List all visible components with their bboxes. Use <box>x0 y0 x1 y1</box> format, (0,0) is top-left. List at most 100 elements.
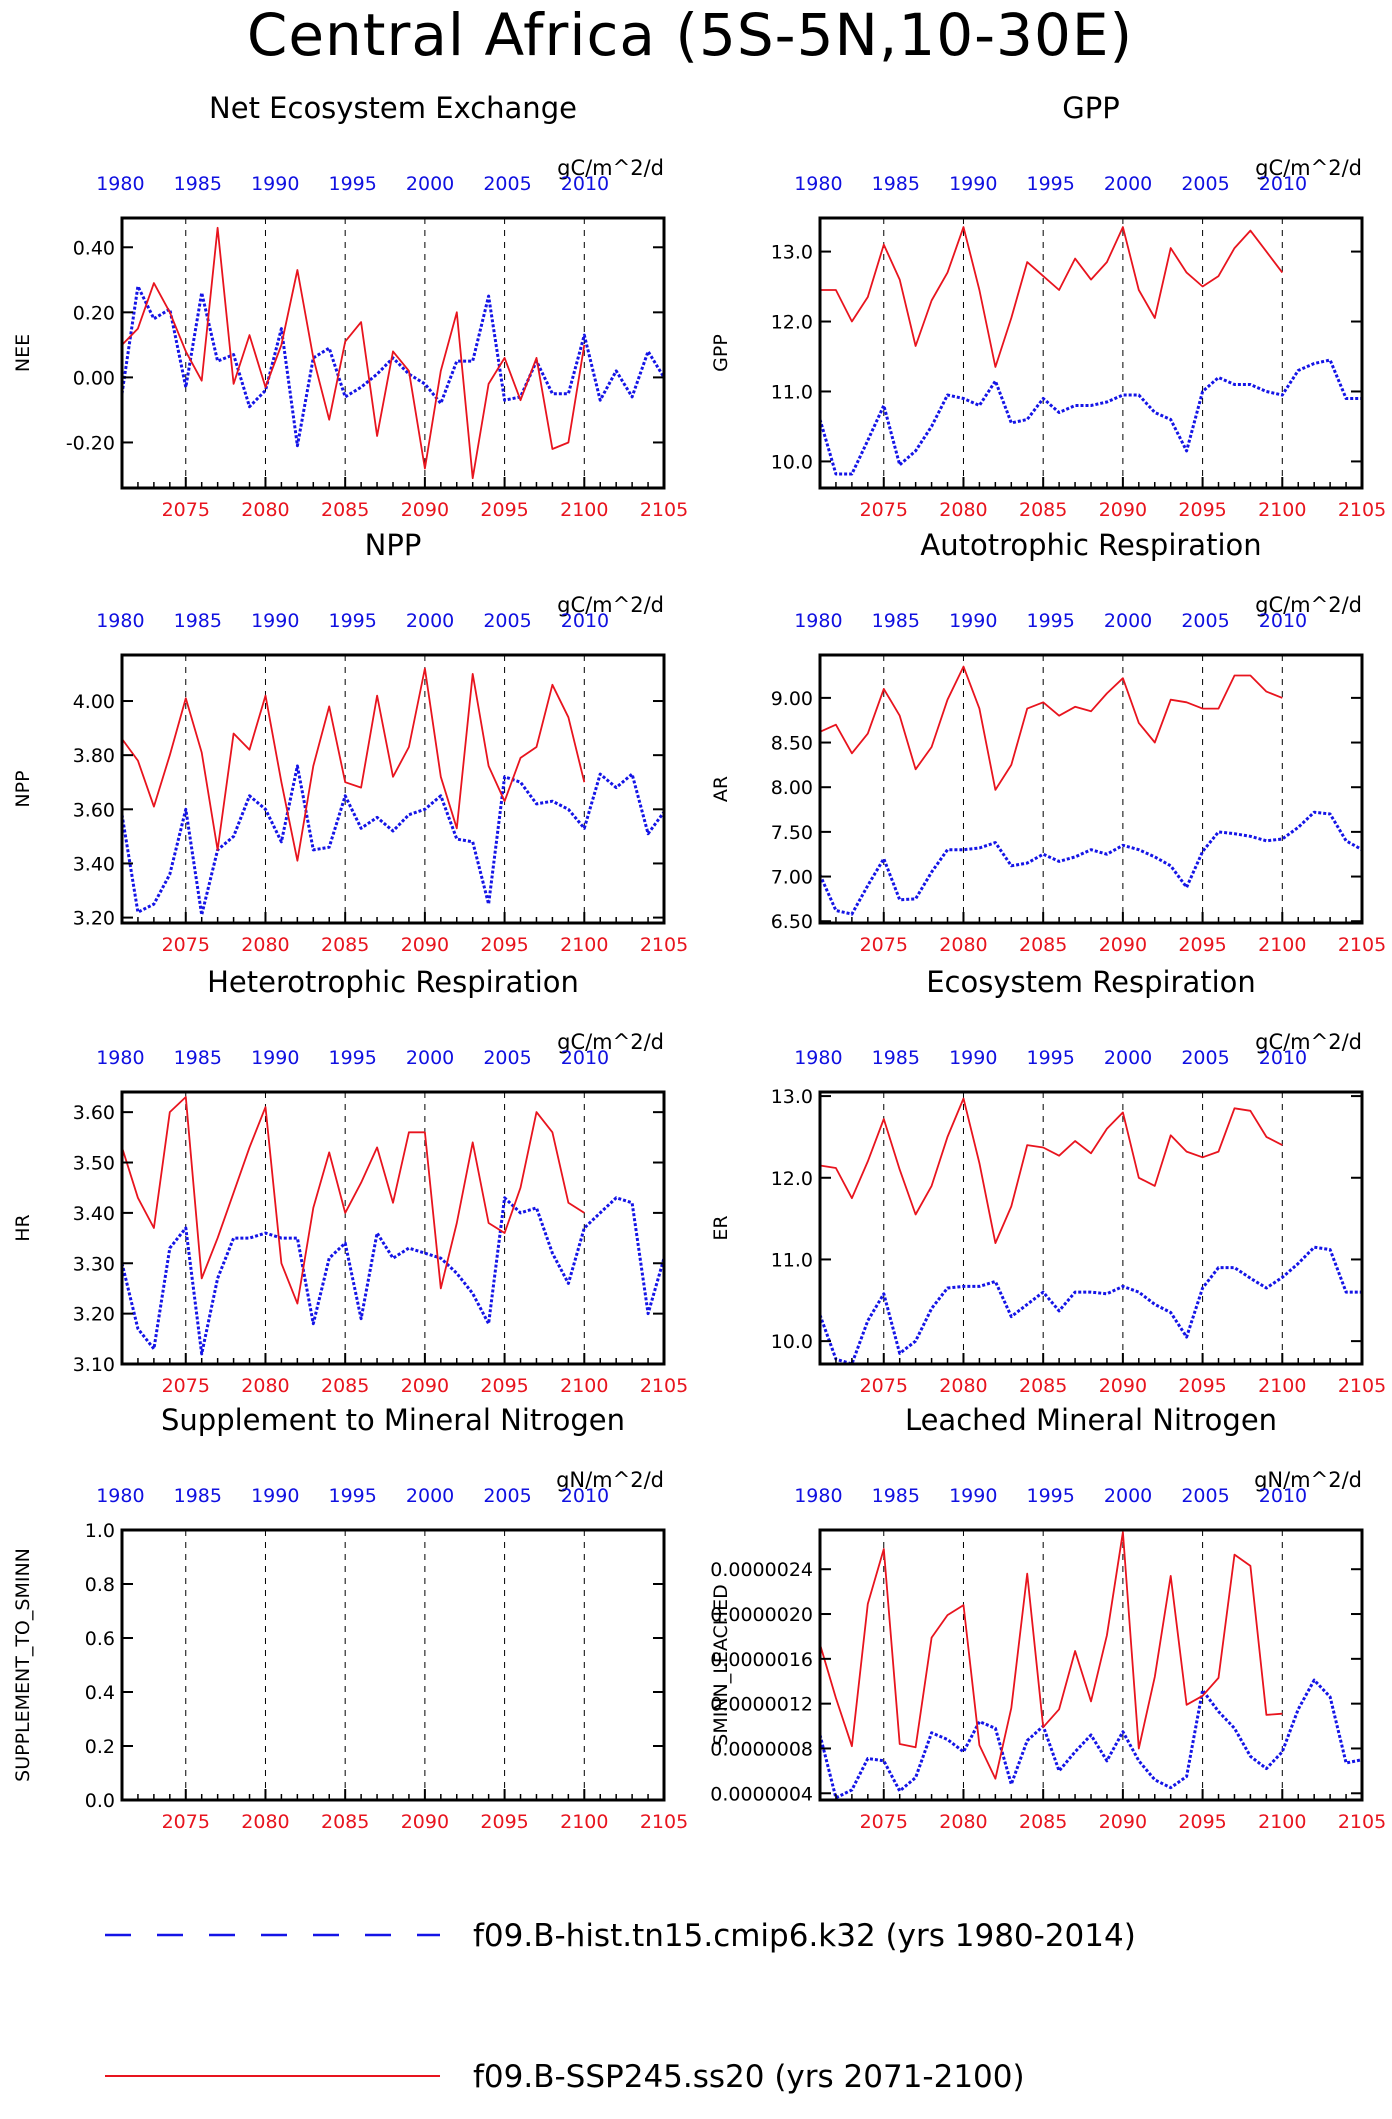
panel-npp-xtick-top-label-4: 2000 <box>406 610 454 632</box>
panel-supplement-to-mineral-nitrogen-xtick-label-6: 2105 <box>640 1811 688 1833</box>
panel-supplement-to-mineral-nitrogen-ytick-label-3: 0.6 <box>85 1628 115 1650</box>
panel-ecosystem-respiration-xtick-top-label-3: 1995 <box>1026 1047 1074 1069</box>
panel-autotrophic-respiration-xtick-label-0: 2075 <box>860 934 908 956</box>
panel-net-ecosystem-exchange-xtick-label-3: 2090 <box>401 499 449 521</box>
panel-autotrophic-respiration-xtick-label-2: 2085 <box>1019 934 1067 956</box>
panel-heterotrophic-respiration-xtick-label-6: 2105 <box>640 1375 688 1397</box>
panel-gpp-xtick-label-0: 2075 <box>860 499 908 521</box>
panel-net-ecosystem-exchange-xtick-top-label-6: 2010 <box>561 173 609 195</box>
panel-ecosystem-respiration-xtick-top-label-5: 2005 <box>1181 1047 1229 1069</box>
panel-supplement-to-mineral-nitrogen-xtick-top-label-5: 2005 <box>483 1485 531 1507</box>
panel-gpp-title: GPP <box>1062 91 1119 125</box>
legend-label-hist: f09.B-hist.tn15.cmip6.k32 (yrs 1980-2014… <box>473 1918 1136 1954</box>
panel-gpp-series-ssp <box>820 226 1284 368</box>
panel-ecosystem-respiration-xtick-top-label-0: 1980 <box>794 1047 842 1069</box>
panel-net-ecosystem-exchange-xtick-top-label-2: 1990 <box>251 173 299 195</box>
panel-ecosystem-respiration-title: Ecosystem Respiration <box>926 965 1256 999</box>
panel-supplement-to-mineral-nitrogen-xtick-label-3: 2090 <box>401 1811 449 1833</box>
panel-npp-series-hist <box>120 764 666 917</box>
panel-net-ecosystem-exchange-units: gC/m^2/d <box>557 156 664 180</box>
panel-heterotrophic-respiration-series-ssp <box>121 1096 585 1305</box>
panel-heterotrophic-respiration-frame <box>120 1090 666 1366</box>
panel-gpp-xtick-top-label-0: 1980 <box>794 173 842 195</box>
panel-autotrophic-respiration-frame <box>818 653 1364 925</box>
panel-heterotrophic-respiration-ytick-label-4: 3.50 <box>73 1153 115 1175</box>
panel-net-ecosystem-exchange-xtick-label-1: 2080 <box>241 499 289 521</box>
panel-autotrophic-respiration-xtick-top-label-4: 2000 <box>1104 610 1152 632</box>
panel-leached-mineral-nitrogen-xtick-top-label-1: 1985 <box>872 1485 920 1507</box>
panel-heterotrophic-respiration-ytick-label-0: 3.10 <box>73 1354 115 1376</box>
panel-gpp-xtick-label-1: 2080 <box>939 499 987 521</box>
panel-npp-ytick-label-3: 3.80 <box>73 745 115 767</box>
panel-ecosystem-respiration-ylabel: ER <box>710 1215 732 1240</box>
panel-leached-mineral-nitrogen-ytick-label-1: 0.0000008 <box>710 1738 813 1760</box>
panel-net-ecosystem-exchange-series-hist <box>120 284 666 448</box>
panel-supplement-to-mineral-nitrogen-ytick-label-1: 0.2 <box>85 1736 115 1758</box>
panel-gpp-series-hist <box>818 358 1362 476</box>
panel-gpp: GPP gC/m^2/d 10.0 11.0 12.0 13.0 GPP 2075 2080 20… <box>710 91 1386 521</box>
panel-gpp-xtick-top-label-1: 1985 <box>872 173 920 195</box>
panel-autotrophic-respiration-xtick-label-1: 2080 <box>939 934 987 956</box>
panel-leached-mineral-nitrogen-series-hist <box>818 1678 1363 1800</box>
panel-supplement-to-mineral-nitrogen-xtick-top-label-2: 1990 <box>251 1485 299 1507</box>
panel-heterotrophic-respiration-ytick-label-1: 3.20 <box>73 1304 115 1326</box>
panel-autotrophic-respiration-ytick-label-2: 7.50 <box>771 822 813 844</box>
panel-ecosystem-respiration-series-ssp <box>819 1097 1283 1244</box>
panel-autotrophic-respiration-title: Autotrophic Respiration <box>920 528 1261 562</box>
panel-gpp-ytick-label-0: 10.0 <box>771 451 813 473</box>
legend: f09.B-hist.tn15.cmip6.k32 (yrs 1980-2014… <box>105 1918 1136 2095</box>
panel-ecosystem-respiration-ytick-label-1: 11.0 <box>771 1249 813 1271</box>
panel-net-ecosystem-exchange-xtick-label-4: 2095 <box>480 499 528 521</box>
panel-npp-ytick-label-0: 3.20 <box>73 908 115 930</box>
panel-ecosystem-respiration-frame <box>818 1090 1364 1366</box>
panel-heterotrophic-respiration-title: Heterotrophic Respiration <box>207 965 579 999</box>
panel-npp-title: NPP <box>365 528 422 562</box>
panel-ecosystem-respiration-xtick-label-1: 2080 <box>939 1375 987 1397</box>
panel-supplement-to-mineral-nitrogen-ylabel: SUPPLEMENT_TO_SMINN <box>12 1548 34 1782</box>
panel-supplement-to-mineral-nitrogen-xtick-top-label-1: 1985 <box>174 1485 222 1507</box>
panel-gpp-xtick-top-label-4: 2000 <box>1104 173 1152 195</box>
panel-ecosystem-respiration: Ecosystem Respiration gC/m^2/d 10.0 11.0 12.… <box>710 965 1386 1397</box>
panel-ecosystem-respiration-xtick-top-label-1: 1985 <box>872 1047 920 1069</box>
panel-leached-mineral-nitrogen-xtick-label-2: 2085 <box>1019 1811 1067 1833</box>
panel-ecosystem-respiration-units: gC/m^2/d <box>1255 1030 1362 1054</box>
panel-heterotrophic-respiration-xtick-top-label-3: 1995 <box>328 1047 376 1069</box>
panel-ecosystem-respiration-xtick-top-label-4: 2000 <box>1104 1047 1152 1069</box>
panel-net-ecosystem-exchange-ylabel: NEE <box>12 334 34 372</box>
panel-leached-mineral-nitrogen-xtick-label-6: 2105 <box>1338 1811 1386 1833</box>
panel-net-ecosystem-exchange-xtick-label-6: 2105 <box>640 499 688 521</box>
panel-heterotrophic-respiration-xtick-top-label-1: 1985 <box>174 1047 222 1069</box>
panel-leached-mineral-nitrogen-xtick-top-label-4: 2000 <box>1104 1485 1152 1507</box>
panel-autotrophic-respiration-xtick-label-6: 2105 <box>1338 934 1386 956</box>
panel-ecosystem-respiration-xtick-label-6: 2105 <box>1338 1375 1386 1397</box>
panel-heterotrophic-respiration-xtick-top-label-2: 1990 <box>251 1047 299 1069</box>
panel-supplement-to-mineral-nitrogen-ytick-label-4: 0.8 <box>85 1574 115 1596</box>
panel-npp-units: gC/m^2/d <box>557 593 664 617</box>
panel-npp-series-ssp <box>121 667 586 862</box>
panel-net-ecosystem-exchange-series-ssp <box>121 226 586 480</box>
panel-leached-mineral-nitrogen-ylabel: SMINN_LEACHED <box>710 1584 732 1745</box>
panel-heterotrophic-respiration-xtick-label-5: 2100 <box>560 1375 608 1397</box>
panel-leached-mineral-nitrogen-xtick-label-0: 2075 <box>860 1811 908 1833</box>
panel-net-ecosystem-exchange-xtick-top-label-5: 2005 <box>483 173 531 195</box>
panel-heterotrophic-respiration-xtick-top-label-4: 2000 <box>406 1047 454 1069</box>
panel-npp-xtick-label-2: 2085 <box>321 934 369 956</box>
panel-ecosystem-respiration-ytick-label-0: 10.0 <box>771 1331 813 1353</box>
panel-ecosystem-respiration-xtick-label-3: 2090 <box>1099 1375 1147 1397</box>
panel-autotrophic-respiration-ylabel: AR <box>710 776 732 802</box>
panel-gpp-ylabel: GPP <box>710 334 732 372</box>
panel-autotrophic-respiration-ytick-label-3: 8.00 <box>771 777 813 799</box>
panel-net-ecosystem-exchange-ytick-label-2: 0.20 <box>73 302 115 324</box>
panel-gpp-ytick-label-3: 13.0 <box>771 242 813 264</box>
panel-heterotrophic-respiration: Heterotrophic Respiration gC/m^2/d 3.10 3.2… <box>12 965 688 1397</box>
panel-leached-mineral-nitrogen-ytick-label-3: 0.0000016 <box>710 1649 813 1671</box>
panel-leached-mineral-nitrogen-xtick-label-3: 2090 <box>1099 1811 1147 1833</box>
panel-gpp-xtick-top-label-2: 1990 <box>949 173 997 195</box>
panel-npp-xtick-top-label-0: 1980 <box>96 610 144 632</box>
panel-ecosystem-respiration-xtick-label-0: 2075 <box>860 1375 908 1397</box>
panel-leached-mineral-nitrogen-xtick-label-5: 2100 <box>1258 1811 1306 1833</box>
panel-autotrophic-respiration-xtick-top-label-1: 1985 <box>872 610 920 632</box>
panel-npp-xtick-label-4: 2095 <box>480 934 528 956</box>
panel-autotrophic-respiration-series-hist <box>818 810 1363 916</box>
